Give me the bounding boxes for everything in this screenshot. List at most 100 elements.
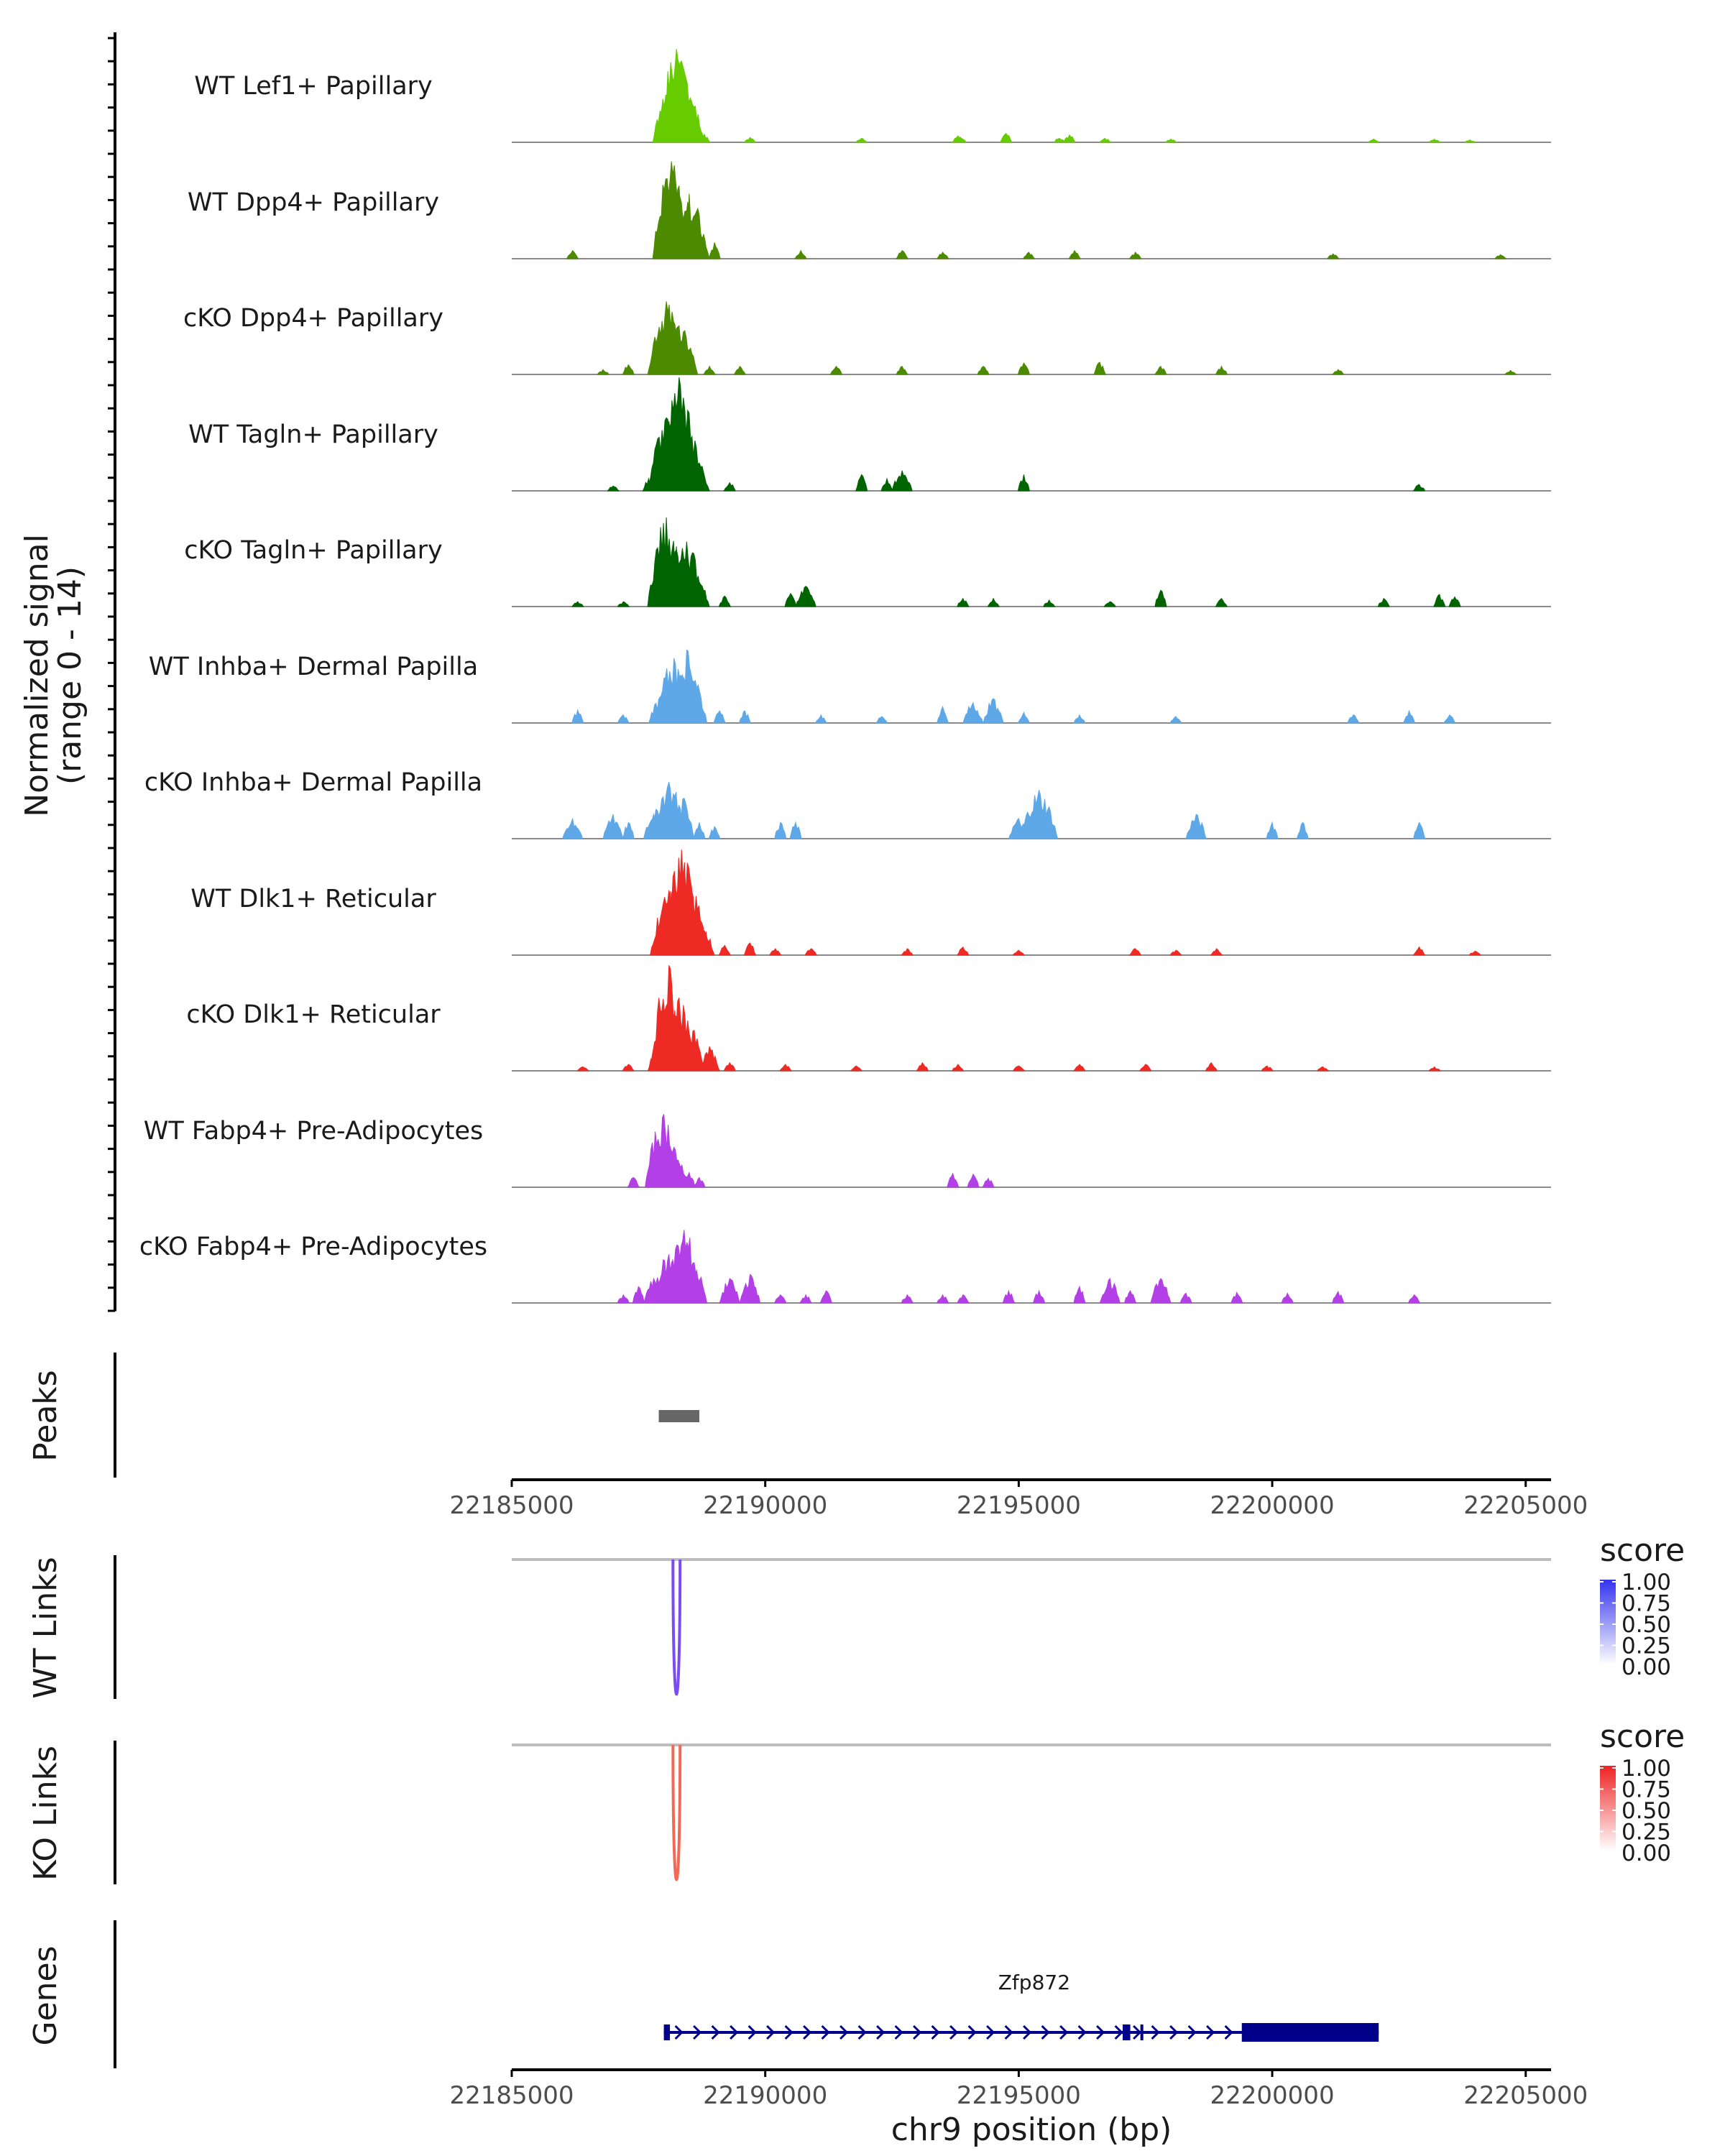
signal-peak	[1179, 1292, 1192, 1304]
x-axis-title: chr9 position (bp)	[891, 2111, 1172, 2148]
track-3: WT Tagln+ Papillary	[188, 377, 1551, 492]
strand-arrow	[1004, 2024, 1013, 2040]
signal-peak	[723, 482, 736, 492]
signal-peak	[617, 601, 630, 607]
strand-arrow	[1077, 2024, 1087, 2040]
legend-title: score	[1600, 1532, 1685, 1569]
gene-Zfp872: Zfp872	[663, 1971, 1379, 2042]
strand-arrow	[821, 2024, 830, 2040]
gene-exon	[1122, 2024, 1131, 2040]
signal-peak	[1169, 949, 1182, 956]
strand-arrow	[803, 2024, 812, 2040]
strand-arrow	[766, 2024, 776, 2040]
signal-peak	[627, 1176, 640, 1188]
genes-track: Genes Zfp872	[27, 1920, 1379, 2068]
signal-peak	[916, 1061, 929, 1072]
signal-peak	[703, 365, 717, 375]
signal-peak	[829, 365, 842, 375]
signal-peak	[689, 234, 710, 259]
x-tick-label: 22185000	[449, 1491, 574, 1520]
signal-peak	[1068, 249, 1081, 259]
strand-arrow	[1224, 2024, 1233, 2040]
strand-arrow	[986, 2024, 995, 2040]
legend-tick-label: 0.75	[1622, 1777, 1671, 1803]
signal-peak	[622, 821, 635, 839]
links-label: KO Links	[27, 1746, 64, 1881]
link-arc	[671, 1559, 682, 1696]
signal-peak	[1154, 589, 1167, 607]
signal-peak	[645, 1114, 684, 1188]
signal-peak	[1296, 821, 1310, 839]
signal-peak	[819, 1290, 832, 1304]
signal-peak	[743, 137, 756, 143]
signal-peak	[1412, 821, 1426, 839]
signal-peak	[1169, 716, 1182, 724]
peaks-label: Peaks	[27, 1370, 64, 1461]
track-1: WT Dpp4+ Papillary	[188, 161, 1551, 259]
legend-tick-label: 0.50	[1622, 1612, 1671, 1638]
signal-peak	[1215, 597, 1228, 607]
strand-arrow	[967, 2024, 977, 2040]
signal-peak	[957, 597, 970, 607]
signal-peak	[743, 942, 756, 956]
signal-peak	[789, 821, 802, 839]
signal-peak	[774, 1294, 787, 1304]
signal-peak	[901, 1294, 914, 1304]
signal-peak	[719, 1278, 740, 1304]
signal-peak	[1347, 714, 1360, 724]
track-9: WT Fabp4+ Pre-Adipocytes	[144, 1114, 1551, 1188]
signal-peak	[1128, 948, 1142, 956]
signal-peak	[693, 822, 706, 839]
signal-peak	[708, 242, 721, 259]
signal-peak	[769, 948, 782, 956]
signal-peak	[576, 1066, 589, 1072]
signal-peak	[987, 597, 1000, 607]
signal-peak	[1463, 139, 1476, 143]
track-2: cKO Dpp4+ Papillary	[183, 301, 1551, 375]
signal-peak	[947, 1172, 960, 1188]
signal-peak	[1033, 1289, 1046, 1304]
signal-peak	[622, 364, 635, 375]
signal-peak	[1072, 1064, 1086, 1072]
track-label: WT Lef1+ Papillary	[194, 72, 433, 101]
signal-peak	[951, 1064, 965, 1072]
signal-peak	[937, 705, 949, 724]
x-tick-label: 22205000	[1463, 2081, 1588, 2110]
signal-peak	[571, 601, 584, 607]
signal-peak	[937, 252, 949, 259]
signal-peak	[814, 714, 828, 724]
x-tick-label: 22185000	[449, 2081, 574, 2110]
strand-arrow	[748, 2024, 757, 2040]
signal-peak	[1023, 252, 1036, 259]
track-0: WT Lef1+ Papillary	[194, 49, 1551, 143]
x-tick-label: 22190000	[703, 1491, 827, 1520]
x-axis-upper: 22185000 22190000 22195000 22200000 22205000	[449, 1478, 1588, 1520]
signal-peak	[1230, 1291, 1243, 1304]
signal-peak	[982, 1177, 995, 1188]
gene-name: Zfp872	[998, 1971, 1070, 1994]
signal-peak	[794, 249, 807, 259]
track-label: cKO Dlk1+ Reticular	[186, 1000, 441, 1029]
signal-peak	[1210, 948, 1223, 956]
signal-peak	[739, 710, 752, 724]
signal-peak	[901, 948, 914, 956]
signal-peak	[571, 709, 584, 724]
track-label: cKO Tagln+ Papillary	[184, 536, 443, 565]
strand-arrow	[949, 2024, 959, 2040]
signal-peak	[983, 698, 1004, 724]
signal-peak	[962, 701, 984, 724]
link-arc	[671, 1744, 682, 1881]
signal-peak	[1103, 601, 1116, 607]
strand-arrow	[931, 2024, 940, 2040]
links-label: WT Links	[27, 1557, 64, 1698]
x-tick-label: 22190000	[703, 2081, 827, 2110]
signal-peak	[1448, 596, 1461, 607]
signal-peak	[1266, 821, 1279, 839]
signal-peak	[718, 944, 732, 956]
signal-peak	[718, 595, 732, 607]
x-tick-label: 22200000	[1210, 1491, 1335, 1520]
